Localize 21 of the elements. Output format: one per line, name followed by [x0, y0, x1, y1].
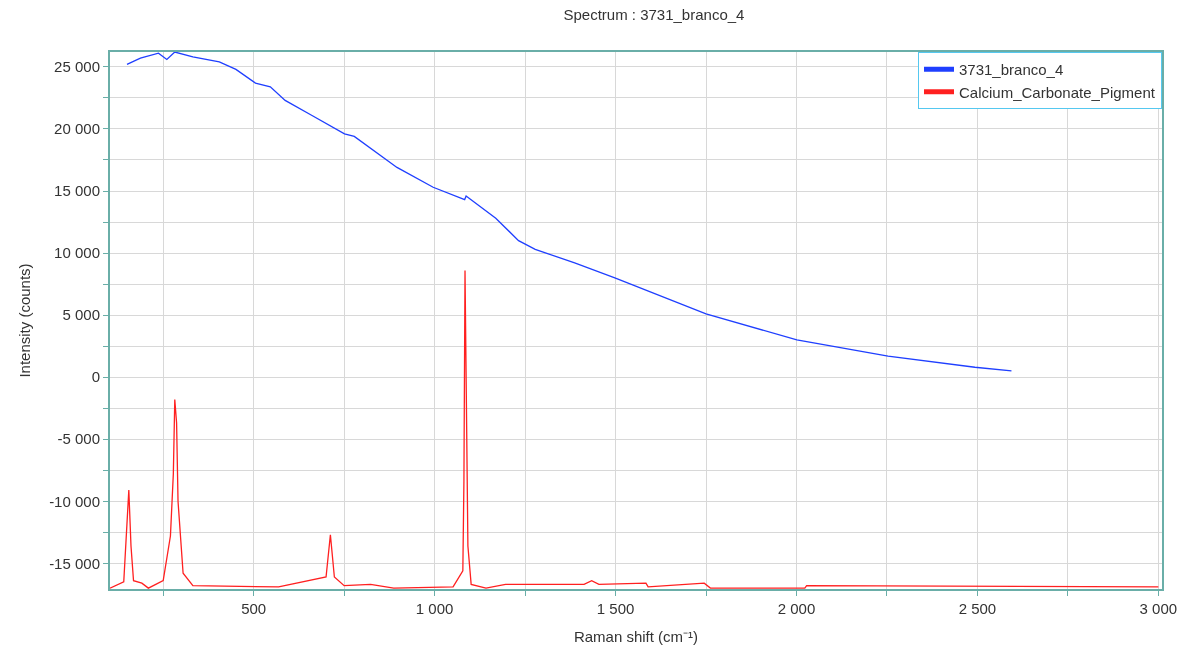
- x-tick-label: 2 500: [958, 600, 997, 617]
- y-tick-label: -5 000: [57, 430, 100, 448]
- x-tick-label: 500: [241, 600, 267, 617]
- y-tick-label: 10 000: [54, 244, 100, 262]
- x-tick-label: 1 500: [596, 600, 635, 617]
- line-series: [110, 269, 1160, 589]
- y-axis-title: Intensity (counts): [15, 263, 33, 378]
- legend-label: Calcium_Carbonate_Pigment: [959, 83, 1156, 101]
- x-tick-label: 3 000: [1139, 600, 1178, 617]
- y-tick-label: 25 000: [54, 58, 100, 76]
- x-axis-title: Raman shift (cm⁻¹): [573, 627, 699, 645]
- y-tick-label: -15 000: [49, 554, 100, 572]
- x-tick-label: 2 000: [777, 600, 816, 617]
- y-tick-label: -10 000: [49, 492, 100, 510]
- x-tick-label: 1 000: [415, 600, 454, 617]
- chart-title: Spectrum : 3731_branco_4: [563, 6, 745, 24]
- legend-label: 3731_branco_4: [959, 61, 1064, 79]
- y-tick-label: 0: [91, 368, 100, 386]
- y-tick-label: 5 000: [62, 306, 100, 324]
- y-tick-label: 15 000: [54, 182, 100, 200]
- y-tick-label: 20 000: [54, 120, 100, 138]
